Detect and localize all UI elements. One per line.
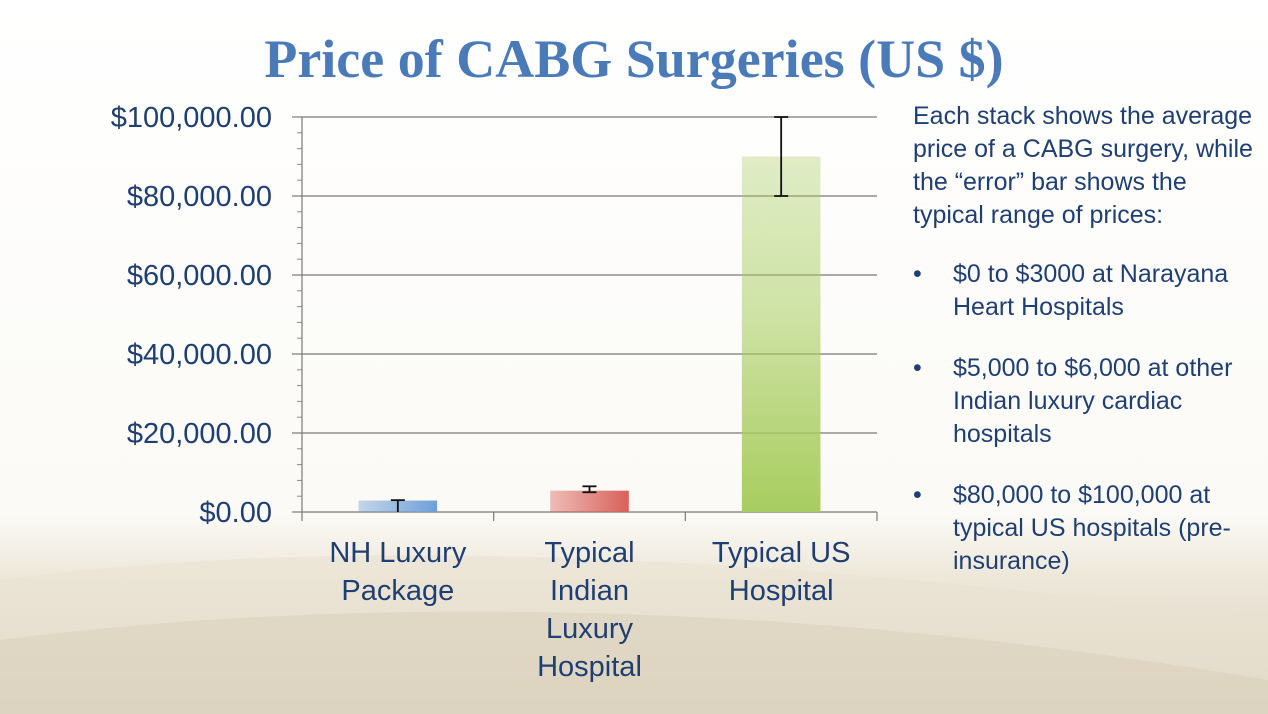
bullet-icon: • bbox=[913, 481, 922, 509]
explanation-panel: Each stack shows the average price of a … bbox=[913, 100, 1253, 606]
x-category-label: Typical Indian Luxury Hospital bbox=[537, 537, 642, 683]
x-category-label: NH Luxury Package bbox=[329, 537, 466, 607]
range-item-narayana: • $0 to $3000 at Narayana Heart Hospitals bbox=[913, 258, 1253, 324]
error-bar bbox=[582, 485, 597, 494]
y-tick-label: $60,000.00 bbox=[127, 260, 272, 292]
bar bbox=[741, 156, 821, 512]
bars bbox=[358, 156, 821, 512]
range-item-indian-luxury: • $5,000 to $6,000 at other Indian luxury… bbox=[913, 352, 1253, 451]
bullet-icon: • bbox=[913, 354, 922, 382]
range-text: $0 to $3000 at Narayana Heart Hospitals bbox=[953, 260, 1229, 321]
error-bars bbox=[390, 116, 789, 512]
x-axis bbox=[301, 511, 878, 521]
explanation-text: Each stack shows the average price of a … bbox=[913, 102, 1253, 229]
y-tick-label: $80,000.00 bbox=[127, 181, 272, 213]
x-category-labels: NH Luxury Package Typical Indian Luxury Hospi… bbox=[329, 537, 850, 683]
slide-title: Price of CABG Surgeries (US $) bbox=[264, 29, 1004, 89]
range-text: $5,000 to $6,000 at other Indian luxury … bbox=[953, 354, 1233, 448]
bullet-icon: • bbox=[913, 260, 922, 288]
y-tick-label: $0.00 bbox=[199, 497, 272, 529]
range-text: $80,000 to $100,000 at typical US hospit… bbox=[953, 481, 1231, 575]
error-bar bbox=[390, 499, 405, 512]
y-tick-label: $100,000.00 bbox=[111, 102, 272, 134]
x-category-label: Typical US Hospital bbox=[712, 537, 851, 607]
range-item-us-hospital: • $80,000 to $100,000 at typical US hospi… bbox=[913, 479, 1253, 578]
bar bbox=[550, 490, 629, 512]
error-bar bbox=[774, 116, 789, 197]
y-tick-label: $40,000.00 bbox=[127, 339, 272, 371]
y-tick-label: $20,000.00 bbox=[127, 418, 272, 450]
y-axis: $0.00 $20,000.00 $40,000.00 $60,000.00 $80,0… bbox=[111, 102, 303, 529]
range-list: • $0 to $3000 at Narayana Heart Hospitals… bbox=[913, 258, 1253, 578]
